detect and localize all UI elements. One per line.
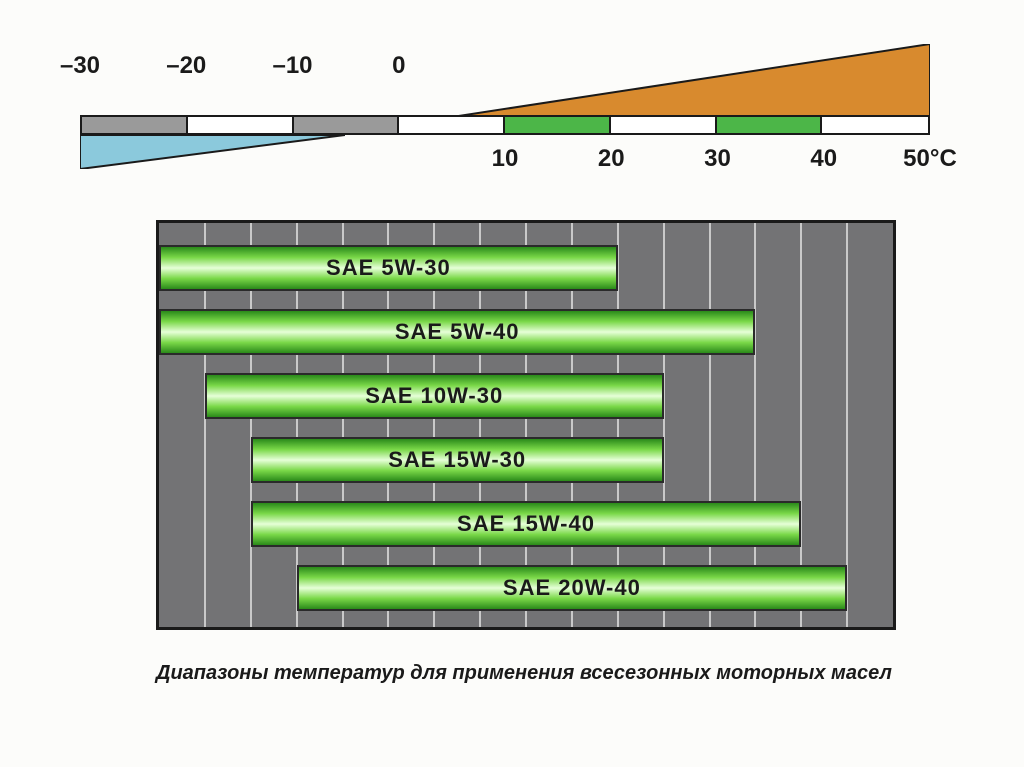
tick-label: –10 bbox=[272, 52, 312, 80]
unit-label: 50°C bbox=[903, 145, 957, 173]
tick-label: 20 bbox=[598, 145, 625, 173]
oil-range-bar: SAE 10W-30 bbox=[205, 373, 664, 419]
tick-label: 0 bbox=[392, 52, 405, 80]
caption: Диапазоны температур для применения всес… bbox=[156, 660, 896, 687]
diagram-container: –30 –20 –10 0 10 20 30 40 50°C SAE 5W-30… bbox=[0, 0, 1024, 767]
tick-cell bbox=[188, 117, 294, 133]
oil-bar-label: SAE 5W-40 bbox=[395, 319, 520, 345]
oil-range-bar: SAE 5W-30 bbox=[159, 245, 618, 291]
oil-range-bar: SAE 5W-40 bbox=[159, 309, 755, 355]
tick-cell bbox=[399, 117, 505, 133]
tick-labels-top: –30 –20 –10 0 bbox=[80, 52, 930, 82]
tick-cell bbox=[611, 117, 717, 133]
temperature-scale: –30 –20 –10 0 10 20 30 40 50°C bbox=[80, 52, 930, 212]
tick-label: 30 bbox=[704, 145, 731, 173]
tick-label: –30 bbox=[60, 52, 100, 80]
oil-range-bar: SAE 20W-40 bbox=[297, 565, 848, 611]
oil-range-chart: SAE 5W-30 SAE 5W-40 SAE 10W-30 SAE 15W-30 SA… bbox=[156, 220, 896, 630]
oil-range-bar: SAE 15W-30 bbox=[251, 437, 664, 483]
oil-bar-label: SAE 15W-40 bbox=[457, 511, 595, 537]
tick-cell bbox=[822, 117, 928, 133]
oil-bar-label: SAE 15W-30 bbox=[388, 447, 526, 473]
tick-cell bbox=[717, 117, 823, 133]
oil-range-bar: SAE 15W-40 bbox=[251, 501, 802, 547]
tick-labels-bottom: 10 20 30 40 50°C bbox=[80, 145, 930, 175]
tick-cell bbox=[294, 117, 400, 133]
tick-label: –20 bbox=[166, 52, 206, 80]
tick-label: 40 bbox=[810, 145, 837, 173]
tick-strip bbox=[80, 115, 930, 135]
oil-bar-label: SAE 5W-30 bbox=[326, 255, 451, 281]
oil-bar-label: SAE 20W-40 bbox=[503, 575, 641, 601]
tick-cell bbox=[505, 117, 611, 133]
oil-bar-label: SAE 10W-30 bbox=[365, 383, 503, 409]
tick-cell bbox=[82, 117, 188, 133]
tick-label: 10 bbox=[492, 145, 519, 173]
